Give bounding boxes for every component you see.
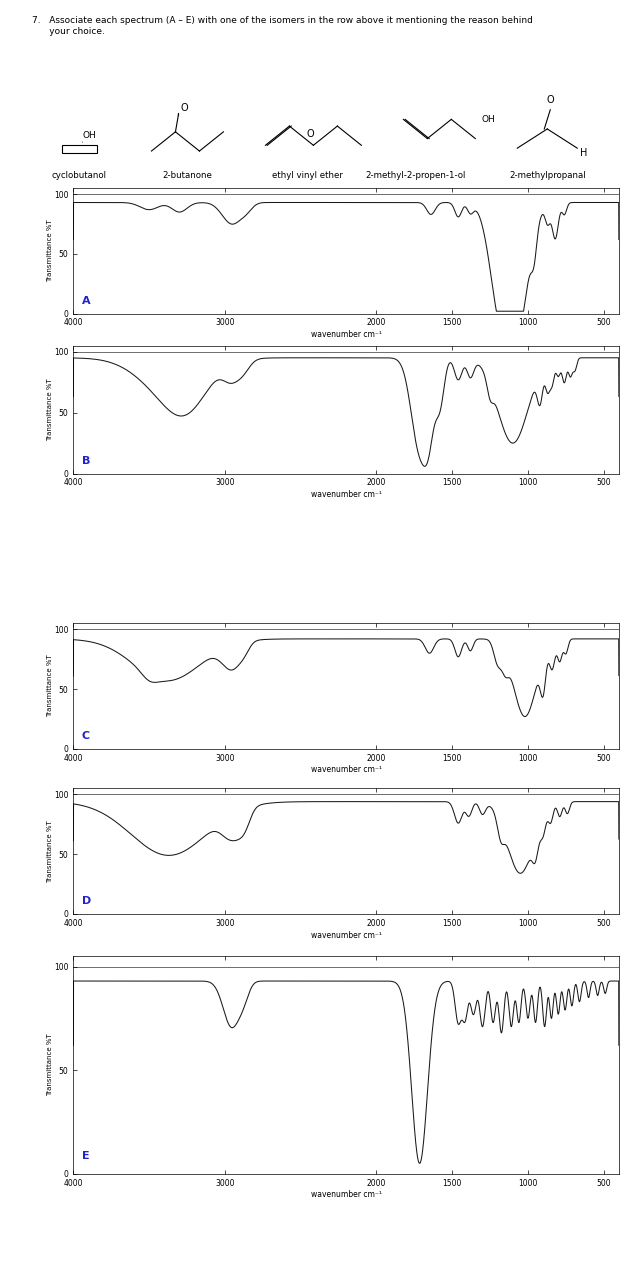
Text: 2-butanone: 2-butanone xyxy=(163,170,212,179)
X-axis label: wavenumber cm⁻¹: wavenumber cm⁻¹ xyxy=(311,330,382,339)
Text: O: O xyxy=(307,129,314,138)
Text: D: D xyxy=(82,896,91,906)
Bar xyxy=(61,145,98,152)
Text: OH: OH xyxy=(481,115,495,124)
X-axis label: wavenumber cm⁻¹: wavenumber cm⁻¹ xyxy=(311,765,382,774)
Text: 2-methyl-2-propen-1-ol: 2-methyl-2-propen-1-ol xyxy=(365,170,466,179)
Text: 7.   Associate each spectrum (A – E) with one of the isomers in the row above it: 7. Associate each spectrum (A – E) with … xyxy=(31,17,532,36)
X-axis label: wavenumber cm⁻¹: wavenumber cm⁻¹ xyxy=(311,1190,382,1199)
Y-axis label: Transmittance %T: Transmittance %T xyxy=(47,378,52,442)
Text: 2-methylpropanal: 2-methylpropanal xyxy=(509,170,586,179)
Text: ethyl vinyl ether: ethyl vinyl ether xyxy=(272,170,343,179)
Y-axis label: Transmittance %T: Transmittance %T xyxy=(47,654,52,718)
X-axis label: wavenumber cm⁻¹: wavenumber cm⁻¹ xyxy=(311,931,382,940)
Text: A: A xyxy=(82,296,90,306)
Text: H: H xyxy=(579,148,587,157)
Text: C: C xyxy=(82,731,90,741)
X-axis label: wavenumber cm⁻¹: wavenumber cm⁻¹ xyxy=(311,490,382,499)
Text: OH: OH xyxy=(82,131,96,140)
Y-axis label: Transmittance %T: Transmittance %T xyxy=(47,1033,52,1097)
Text: B: B xyxy=(82,456,90,466)
Y-axis label: Transmittance %T: Transmittance %T xyxy=(47,819,52,883)
Text: O: O xyxy=(181,102,188,113)
Text: E: E xyxy=(82,1151,89,1161)
Text: cyclobutanol: cyclobutanol xyxy=(52,170,107,179)
Y-axis label: Transmittance %T: Transmittance %T xyxy=(47,219,52,283)
Text: O: O xyxy=(547,95,554,105)
